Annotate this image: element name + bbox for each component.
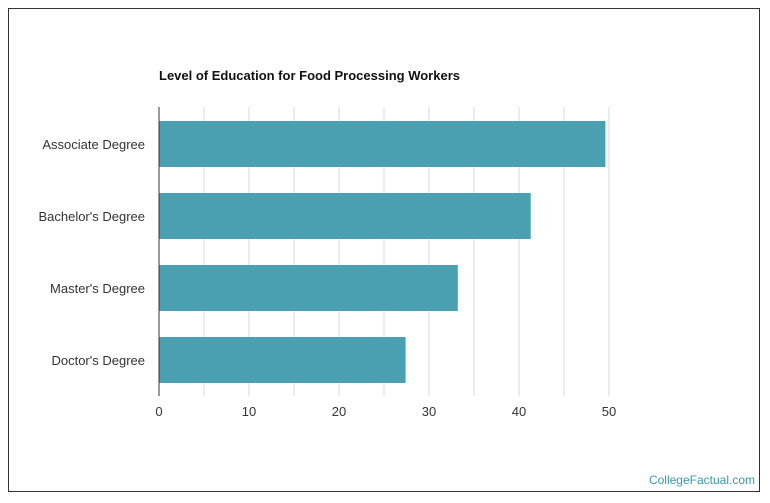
x-tick-label: 50 [602,404,616,419]
bar[interactable] [159,121,606,167]
bars [159,121,606,383]
x-tick-label: 20 [332,404,346,419]
x-tick-label: 40 [512,404,526,419]
category-label: Master's Degree [50,281,145,296]
category-label: Doctor's Degree [51,353,145,368]
x-tick-labels: 0 10 20 30 40 50 [155,404,616,419]
bar[interactable] [159,337,406,383]
chart-title: Level of Education for Food Processing W… [159,68,460,83]
category-labels: Associate Degree Bachelor's Degree Master'… [38,137,145,368]
x-tick-label: 0 [155,404,162,419]
collegefactual-watermark[interactable]: CollegeFactual.com [648,473,755,487]
x-tick-label: 10 [242,404,256,419]
category-label: Associate Degree [42,137,145,152]
bar[interactable] [159,193,531,239]
category-label: Bachelor's Degree [38,209,145,224]
x-tick-label: 30 [422,404,436,419]
bar[interactable] [159,265,458,311]
